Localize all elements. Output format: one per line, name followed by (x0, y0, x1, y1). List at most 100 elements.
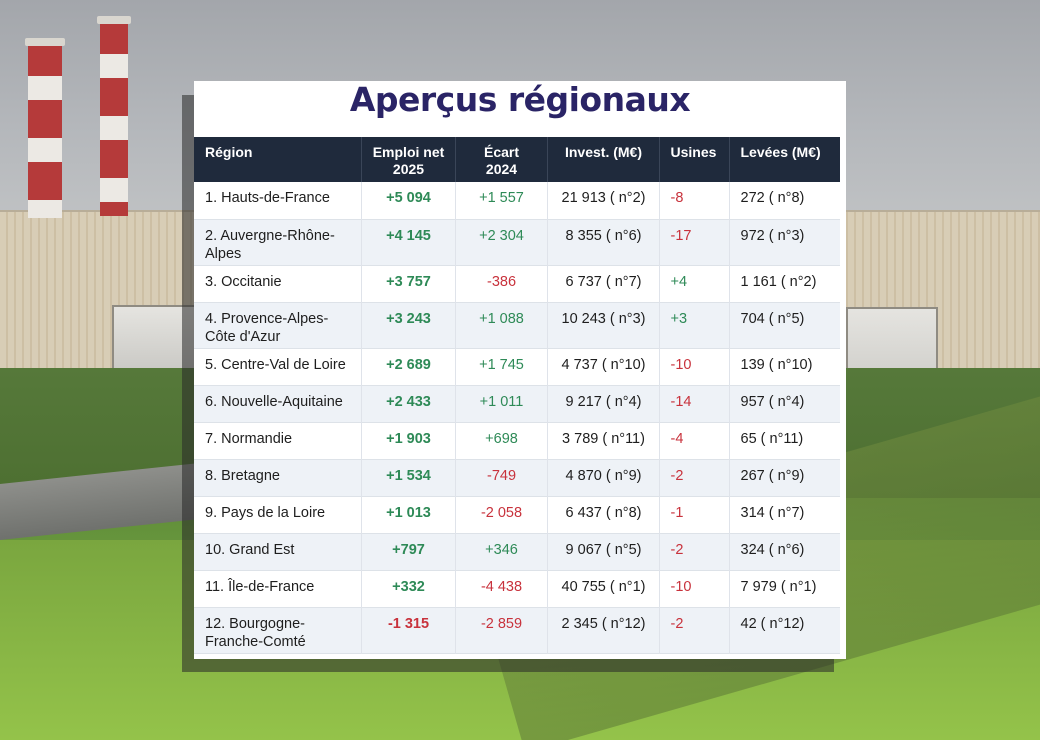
cell-ecart: +1 088 (455, 302, 548, 348)
cell-invest: 10 243 ( n°3) (547, 302, 660, 348)
cell-ecart: -386 (455, 265, 548, 302)
cell-ecart: +1 011 (455, 385, 548, 422)
cell-invest: 8 355 ( n°6) (547, 219, 660, 265)
cell-usines: -14 (659, 385, 730, 422)
cell-region: 10. Grand Est (194, 533, 362, 570)
cell-usines: -2 (659, 607, 730, 653)
cell-invest: 21 913 ( n°2) (547, 182, 660, 219)
cell-levees: 1 161 ( n°2) (740, 273, 817, 290)
cell-usines: -17 (659, 219, 730, 265)
header-emploi-line1: Emploi net (372, 144, 445, 160)
cell-emploi: +3 757 (361, 265, 456, 302)
cell-region: 3. Occitanie (194, 265, 362, 302)
cell-levees: 65 ( n°11) (740, 430, 804, 447)
cell-usines: -4 (659, 422, 730, 459)
cell-ecart: +1 557 (455, 182, 548, 219)
cell-invest: 2 345 ( n°12) (547, 607, 660, 653)
table-row: 10. Grand Est +797 +346 9 067 ( n°5) -2 324 (… (194, 533, 840, 570)
cell-invest: 9 067 ( n°5) (547, 533, 660, 570)
cell-usines: -10 (659, 570, 730, 607)
header-emploi-line2: 2025 (392, 161, 425, 177)
cell-levees: 7 979 ( n°1) (740, 578, 817, 595)
cell-ecart: -2 859 (455, 607, 548, 653)
table-header: Région Emploi net 2025 Écart 2024 Invest… (194, 137, 840, 182)
header-row: Région Emploi net 2025 Écart 2024 Invest… (194, 137, 840, 182)
cell-levees: 272 ( n°8) (740, 190, 805, 206)
cell-region: 12. Bourgogne-Franche-Comté (194, 607, 362, 653)
table-row: 8. Bretagne +1 534 -749 4 870 ( n°9) -2 267 (… (194, 459, 840, 496)
cell-emploi: -1 315 (361, 607, 456, 653)
cell-ecart: -749 (455, 459, 548, 496)
cell-levees: 972 ( n°3) (740, 227, 805, 244)
cell-emploi: +1 534 (361, 459, 456, 496)
cell-ecart: +698 (455, 422, 548, 459)
cell-region: 2. Auvergne-Rhône-Alpes (194, 219, 362, 265)
cell-levees: 314 ( n°7) (740, 504, 805, 521)
cell-usines: +3 (659, 302, 730, 348)
chimney-right (97, 16, 131, 216)
cell-region: 11. Île-de-France (194, 570, 362, 607)
table-body: 1. Hauts-de-France +5 094 +1 557 21 913 ( n… (194, 182, 840, 653)
cell-region: 8. Bretagne (194, 459, 362, 496)
cell-emploi: +332 (361, 570, 456, 607)
page-title: Aperçus régionaux (349, 80, 691, 119)
header-ecart: Écart 2024 (455, 137, 548, 182)
cell-region: 9. Pays de la Loire (194, 496, 362, 533)
cell-emploi: +3 243 (361, 302, 456, 348)
cell-region: 5. Centre-Val de Loire (194, 348, 362, 385)
cell-region: 7. Normandie (194, 422, 362, 459)
cell-usines: +4 (659, 265, 730, 302)
cell-invest: 6 737 ( n°7) (547, 265, 660, 302)
header-ecart-line1: Écart (483, 144, 520, 160)
cell-levees: 324 ( n°6) (740, 541, 805, 558)
cell-emploi: +797 (361, 533, 456, 570)
cell-emploi: +5 094 (361, 182, 456, 219)
cell-ecart: +2 304 (455, 219, 548, 265)
cell-region: 6. Nouvelle-Aquitaine (194, 385, 362, 422)
cell-ecart: +1 745 (455, 348, 548, 385)
table-row: 4. Provence-Alpes-Côte d'Azur +3 243 +1 08… (194, 302, 840, 348)
table-row: 9. Pays de la Loire +1 013 -2 058 6 437 ( n… (194, 496, 840, 533)
cell-levees: 957 ( n°4) (740, 393, 805, 410)
regional-overview-card: Aperçus régionaux Région Emploi net 2025… (194, 81, 846, 659)
cell-emploi: +1 013 (361, 496, 456, 533)
table-row: 3. Occitanie +3 757 -386 6 737 ( n°7) +4 1 16… (194, 265, 840, 302)
table-row: 7. Normandie +1 903 +698 3 789 ( n°11) -4 65 … (194, 422, 840, 459)
cell-emploi: +2 433 (361, 385, 456, 422)
header-ecart-line2: 2024 (485, 161, 518, 177)
cell-region: 4. Provence-Alpes-Côte d'Azur (194, 302, 362, 348)
cell-usines: -2 (659, 533, 730, 570)
table-row: 11. Île-de-France +332 -4 438 40 755 ( n°1)… (194, 570, 840, 607)
header-levees: Levées (M€) (729, 137, 840, 182)
header-usines: Usines (659, 137, 730, 182)
table-row: 12. Bourgogne-Franche-Comté -1 315 -2 859 2… (194, 607, 840, 653)
cell-invest: 3 789 ( n°11) (547, 422, 660, 459)
cell-levees: 267 ( n°9) (740, 467, 805, 484)
table-row: 1. Hauts-de-France +5 094 +1 557 21 913 ( n… (194, 182, 840, 219)
header-invest: Invest. (M€) (547, 137, 660, 182)
cell-invest: 9 217 ( n°4) (547, 385, 660, 422)
cell-levees: 42 ( n°12) (740, 615, 805, 632)
cell-invest: 6 437 ( n°8) (547, 496, 660, 533)
cell-invest: 40 755 ( n°1) (547, 570, 660, 607)
table-row: 6. Nouvelle-Aquitaine +2 433 +1 011 9 217 (… (194, 385, 840, 422)
cell-ecart: -4 438 (455, 570, 548, 607)
cell-levees: 704 ( n°5) (740, 310, 805, 327)
cell-region: 1. Hauts-de-France (194, 182, 362, 219)
cell-ecart: +346 (455, 533, 548, 570)
header-region: Région (194, 137, 362, 182)
cell-usines: -1 (659, 496, 730, 533)
cell-usines: -10 (659, 348, 730, 385)
regional-table: Région Emploi net 2025 Écart 2024 Invest… (194, 137, 840, 654)
cell-emploi: +4 145 (361, 219, 456, 265)
cell-emploi: +1 903 (361, 422, 456, 459)
cell-invest: 4 870 ( n°9) (547, 459, 660, 496)
cell-usines: -2 (659, 459, 730, 496)
cell-emploi: +2 689 (361, 348, 456, 385)
cell-levees: 139 ( n°10) (740, 356, 813, 373)
cell-ecart: -2 058 (455, 496, 548, 533)
table-row: 2. Auvergne-Rhône-Alpes +4 145 +2 304 8 355… (194, 219, 840, 265)
header-emploi: Emploi net 2025 (361, 137, 456, 182)
table-row: 5. Centre-Val de Loire +2 689 +1 745 4 737 … (194, 348, 840, 385)
chimney-left (25, 38, 65, 218)
